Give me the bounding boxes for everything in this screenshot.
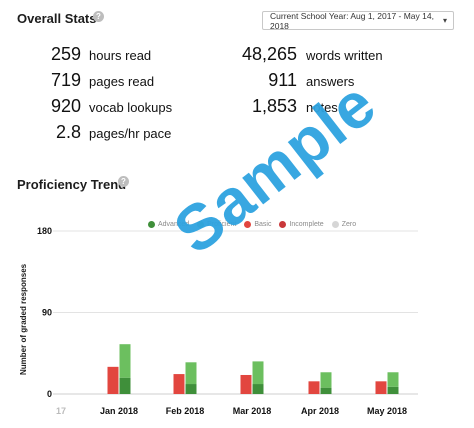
bar-advanced[interactable] [252,384,264,394]
x-tick-label: May 2018 [367,406,407,416]
bar-proficient[interactable] [320,372,332,388]
stat-label: notes [306,100,338,115]
stat-value: 259 [50,44,81,64]
bar-advanced[interactable] [320,387,332,394]
date-range-select[interactable]: Current School Year: Aug 1, 2017 - May 1… [262,10,454,31]
bar-basic[interactable] [173,374,185,394]
legend-item-zero[interactable]: Zero [331,221,357,228]
legend-dot [244,221,252,228]
bar-basic[interactable] [308,381,320,394]
chart-legend: Advanced Proficient Basic Incomplete Zero [148,221,364,228]
stat-label: vocab lookups [89,100,173,115]
legend-label: Zero [341,221,357,228]
legend-label: Basic [254,221,272,228]
legend-item-proficient[interactable]: Proficient [197,221,236,228]
bar-basic[interactable] [240,374,252,394]
legend-dot [148,221,155,228]
bar-basic[interactable] [375,381,387,394]
overall-stats-title: Overall Stats [17,11,97,26]
stat-label: words written [306,48,383,63]
x-tick-label-partial: 17 [56,406,66,416]
bar-advanced[interactable] [185,384,197,394]
stat-value: 2.8 [55,122,81,142]
legend-label: Advanced [158,221,190,228]
x-tick-label: Mar 2018 [233,406,272,416]
bar-basic[interactable] [107,366,119,394]
bar-proficient[interactable] [185,362,197,385]
chevron-down-icon: ▾ [442,16,447,25]
bar-advanced[interactable] [387,386,399,394]
legend-dot [197,221,205,228]
stat-label: answers [306,74,355,89]
stat-label: pages read [89,74,155,89]
bar-proficient[interactable] [252,361,264,385]
stat-value: 719 [50,70,81,90]
y-tick-label: 90 [42,308,52,318]
legend-dot [279,221,287,228]
proficiency-trend-title: Proficiency Trend [17,177,127,192]
x-tick-label: Apr 2018 [301,406,339,416]
help-icon[interactable]: ? [118,176,129,187]
x-tick-label: Jan 2018 [100,406,138,416]
legend-label: Proficient [207,221,237,228]
x-tick-label: Feb 2018 [166,406,205,416]
stat-label: hours read [89,48,152,63]
stat-label: pages/hr pace [89,126,172,141]
stat-value: 911 [268,70,297,90]
legend-label: Incomplete [289,221,324,228]
y-tick-label: 0 [47,389,52,399]
bar-proficient[interactable] [119,344,131,378]
bar-proficient[interactable] [387,372,399,387]
legend-item-incomplete[interactable]: Incomplete [279,221,324,228]
stat-value: 1,853 [251,96,297,116]
legend-dot [331,221,339,228]
legend-item-basic[interactable]: Basic [244,221,271,228]
bar-advanced[interactable] [119,377,131,394]
stat-value: 920 [50,96,81,116]
help-icon[interactable]: ? [93,11,104,22]
stat-value: 48,265 [241,44,297,64]
y-tick-label: 180 [37,226,52,236]
date-range-value: Current School Year: Aug 1, 2017 - May 1… [270,10,434,31]
legend-item-advanced[interactable]: Advanced [148,221,189,228]
